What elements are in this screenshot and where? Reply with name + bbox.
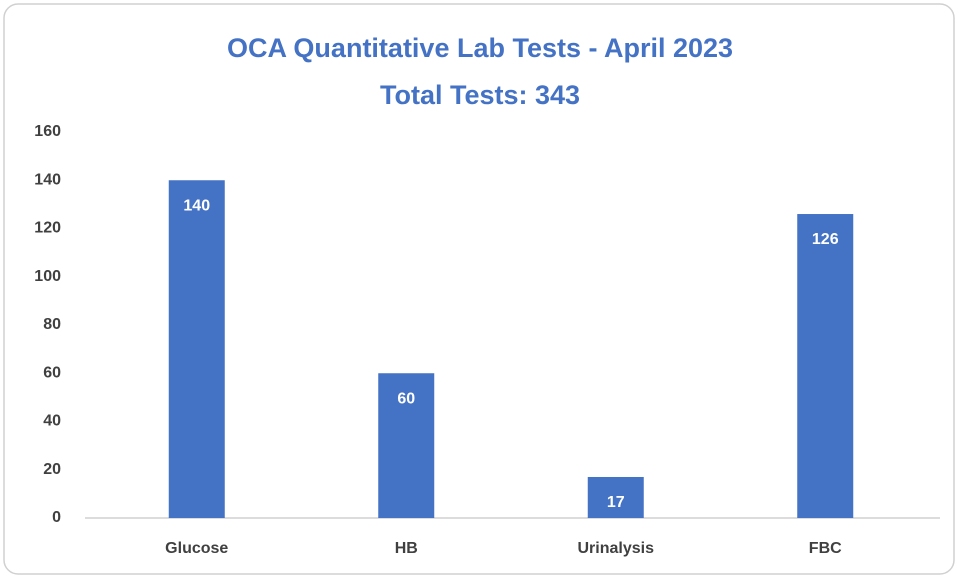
y-tick-label: 40 bbox=[43, 413, 61, 430]
y-tick-label: 20 bbox=[43, 461, 61, 478]
data-label: 17 bbox=[607, 494, 625, 511]
x-tick-label: HB bbox=[395, 540, 418, 557]
bar bbox=[168, 180, 225, 518]
x-tick-label: Glucose bbox=[165, 540, 228, 557]
y-tick-label: 160 bbox=[34, 123, 61, 140]
chart-frame bbox=[3, 3, 955, 575]
data-label: 60 bbox=[397, 390, 415, 407]
chart-subtitle: Total Tests: 343 bbox=[380, 80, 580, 110]
y-tick-label: 80 bbox=[43, 316, 61, 333]
x-tick-label: FBC bbox=[809, 540, 842, 557]
data-label: 126 bbox=[812, 231, 839, 248]
y-tick-label: 100 bbox=[34, 268, 61, 285]
y-tick-label: 140 bbox=[34, 171, 61, 188]
x-tick-label: Urinalysis bbox=[578, 540, 655, 557]
bar bbox=[587, 476, 644, 518]
bar bbox=[378, 373, 435, 518]
y-tick-label: 60 bbox=[43, 364, 61, 381]
bar bbox=[797, 214, 854, 518]
data-label: 140 bbox=[183, 197, 210, 214]
y-tick-label: 0 bbox=[52, 509, 61, 526]
y-tick-label: 120 bbox=[34, 220, 61, 237]
chart-title: OCA Quantitative Lab Tests - April 2023 bbox=[227, 33, 733, 63]
